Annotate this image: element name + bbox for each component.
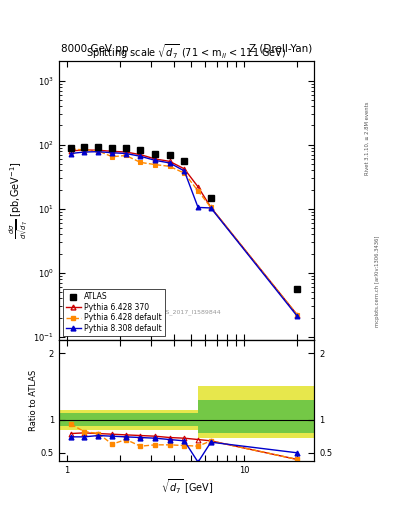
- Pythia 6.428 default: [110, 154, 115, 160]
- X-axis label: $\sqrt{d_7}$ [GeV]: $\sqrt{d_7}$ [GeV]: [160, 477, 213, 496]
- Pythia 6.428 370: [110, 148, 115, 155]
- Pythia 8.308 default: [138, 153, 143, 159]
- Pythia 6.428 default: [167, 163, 172, 169]
- Pythia 6.428 370: [96, 147, 101, 153]
- ATLAS: [153, 151, 158, 157]
- ATLAS: [123, 145, 128, 152]
- ATLAS: [82, 144, 86, 150]
- Line: ATLAS: ATLAS: [68, 144, 300, 292]
- Pythia 6.428 default: [138, 159, 143, 165]
- Pythia 6.428 default: [123, 153, 128, 159]
- ATLAS: [182, 158, 187, 164]
- Text: ATLAS_2017_I1589844: ATLAS_2017_I1589844: [151, 309, 222, 315]
- Title: Splitting scale $\sqrt{d_7}$ (71 < m$_{ll}$ < 111 GeV): Splitting scale $\sqrt{d_7}$ (71 < m$_{l…: [86, 42, 287, 61]
- ATLAS: [110, 144, 115, 151]
- Pythia 6.428 370: [123, 149, 128, 155]
- Pythia 8.308 default: [209, 205, 213, 211]
- Pythia 6.428 default: [96, 148, 101, 154]
- Pythia 6.428 370: [182, 166, 187, 172]
- Line: Pythia 6.428 default: Pythia 6.428 default: [68, 146, 300, 317]
- ATLAS: [96, 144, 101, 150]
- ATLAS: [138, 147, 143, 153]
- Pythia 6.428 370: [209, 204, 213, 210]
- Pythia 8.308 default: [68, 151, 73, 157]
- Pythia 8.308 default: [196, 204, 200, 210]
- Pythia 6.428 default: [295, 312, 299, 318]
- Text: Rivet 3.1.10, ≥ 2.8M events: Rivet 3.1.10, ≥ 2.8M events: [365, 101, 370, 175]
- Line: Pythia 8.308 default: Pythia 8.308 default: [68, 149, 300, 318]
- Pythia 6.428 default: [153, 161, 158, 167]
- Pythia 8.308 default: [167, 160, 172, 166]
- Pythia 6.428 370: [167, 158, 172, 164]
- Text: Z (Drell-Yan): Z (Drell-Yan): [249, 44, 312, 54]
- Pythia 6.428 370: [138, 152, 143, 158]
- Pythia 6.428 default: [196, 188, 200, 194]
- Pythia 6.428 370: [153, 156, 158, 162]
- Pythia 6.428 default: [209, 204, 213, 210]
- Pythia 6.428 370: [295, 312, 299, 318]
- ATLAS: [68, 144, 73, 151]
- Pythia 6.428 370: [82, 147, 86, 153]
- Pythia 8.308 default: [123, 151, 128, 157]
- ATLAS: [209, 195, 213, 201]
- Pythia 8.308 default: [82, 149, 86, 155]
- Pythia 6.428 default: [68, 146, 73, 152]
- Text: mcplots.cern.ch [arXiv:1306.3436]: mcplots.cern.ch [arXiv:1306.3436]: [375, 236, 380, 327]
- Text: 8000 GeV pp: 8000 GeV pp: [61, 44, 129, 54]
- Pythia 8.308 default: [182, 168, 187, 174]
- Pythia 6.428 370: [196, 184, 200, 190]
- Pythia 8.308 default: [153, 157, 158, 163]
- ATLAS: [167, 153, 172, 159]
- Pythia 8.308 default: [96, 148, 101, 155]
- Y-axis label: Ratio to ATLAS: Ratio to ATLAS: [29, 370, 38, 431]
- Pythia 6.428 default: [182, 170, 187, 176]
- Pythia 6.428 370: [68, 148, 73, 154]
- Line: Pythia 6.428 370: Pythia 6.428 370: [68, 147, 300, 317]
- ATLAS: [295, 286, 299, 292]
- Y-axis label: $\frac{d\sigma}{d\sqrt{d_7}}$ [pb,GeV$^{-1}$]: $\frac{d\sigma}{d\sqrt{d_7}}$ [pb,GeV$^{…: [7, 162, 31, 240]
- Legend: ATLAS, Pythia 6.428 370, Pythia 6.428 default, Pythia 8.308 default: ATLAS, Pythia 6.428 370, Pythia 6.428 de…: [63, 289, 165, 336]
- Pythia 6.428 default: [82, 147, 86, 153]
- Pythia 8.308 default: [110, 150, 115, 156]
- Pythia 8.308 default: [295, 313, 299, 319]
